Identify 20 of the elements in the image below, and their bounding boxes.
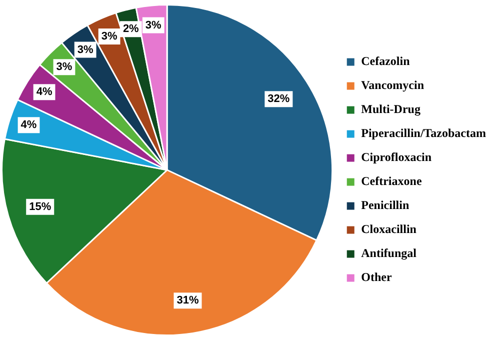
data-label: 3% <box>101 30 118 43</box>
legend-label: Cloxacillin <box>361 222 417 236</box>
data-label: 2% <box>122 23 140 36</box>
legend-label: Ceftriaxone <box>361 174 422 188</box>
legend-label: Cefazolin <box>361 54 410 68</box>
data-label: 15% <box>29 200 52 213</box>
data-label: 4% <box>20 119 37 132</box>
data-label: 3% <box>145 19 162 32</box>
legend-label: Other <box>361 270 392 284</box>
legend-label: Ciprofloxacin <box>361 150 432 164</box>
data-label: 4% <box>36 86 52 98</box>
legend-label: Vancomycin <box>361 78 424 92</box>
legend-label: Penicillin <box>361 198 410 212</box>
legend-label: Multi-Drug <box>361 102 420 116</box>
legend-label: Antifungal <box>361 246 418 260</box>
data-label: 31% <box>176 294 199 307</box>
data-label: 3% <box>56 61 72 74</box>
data-label: 32% <box>268 93 290 106</box>
legend-label: Piperacillin/Tazobactam <box>361 126 486 140</box>
data-label: 3% <box>77 44 94 56</box>
